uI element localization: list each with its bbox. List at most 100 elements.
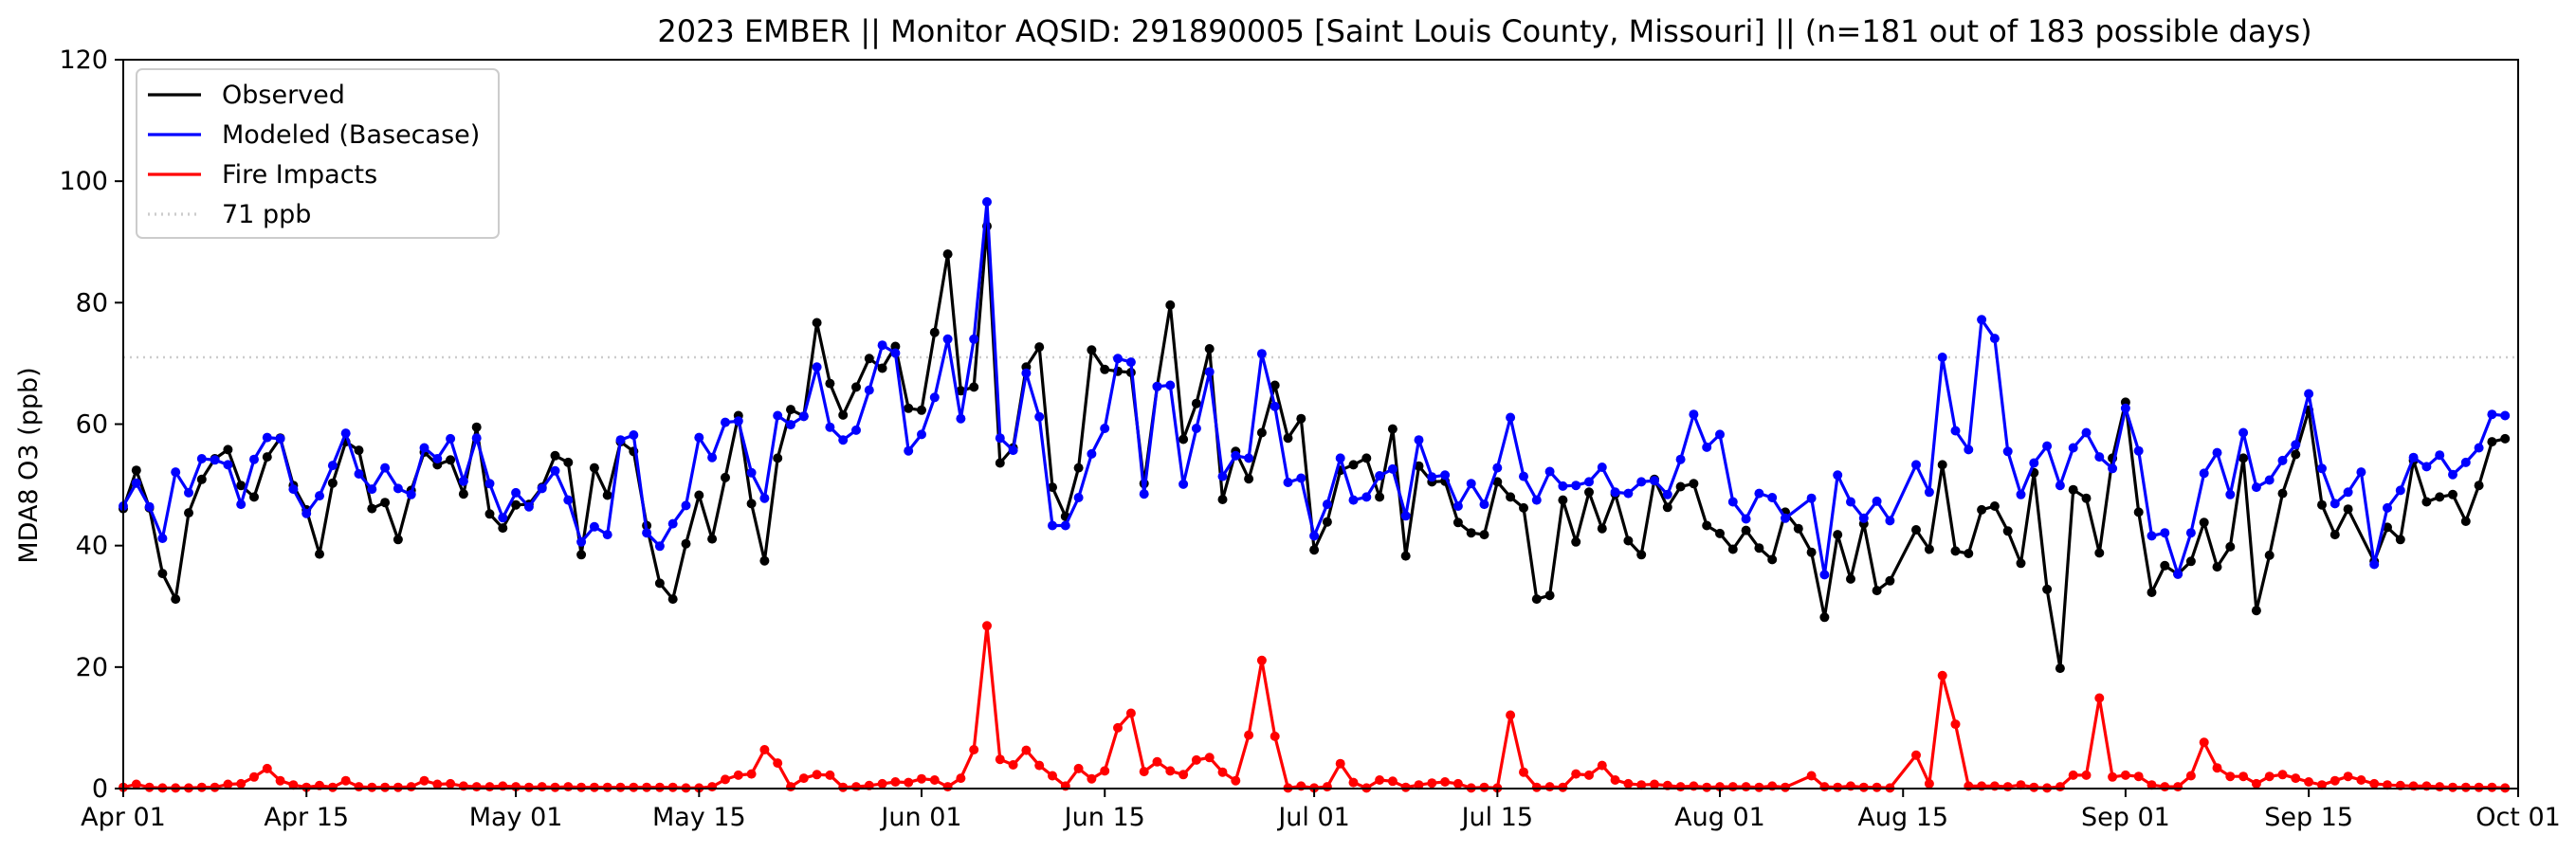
data-point-modeled-basecase (1675, 454, 1686, 464)
data-point-modeled-basecase (236, 499, 247, 510)
data-point-modeled-basecase (1727, 497, 1738, 507)
data-point-modeled-basecase (1767, 493, 1778, 502)
data-point-fire-impacts (2002, 782, 2013, 792)
data-point-modeled-basecase (629, 430, 639, 440)
data-point-observed (1087, 345, 1097, 355)
data-point-fire-impacts (667, 782, 678, 792)
data-point-observed (2264, 550, 2275, 560)
data-point-modeled-basecase (2448, 469, 2457, 480)
data-point-fire-impacts (1636, 780, 1647, 790)
data-point-modeled-basecase (2460, 457, 2471, 467)
data-point-modeled-basecase (589, 521, 599, 532)
data-point-modeled-basecase (2120, 403, 2130, 413)
data-point-fire-impacts (812, 770, 822, 780)
data-point-fire-impacts (236, 778, 247, 789)
data-point-modeled-basecase (315, 491, 324, 501)
data-point-fire-impacts (1675, 782, 1686, 792)
data-point-modeled-basecase (956, 413, 966, 424)
data-point-fire-impacts (2487, 782, 2497, 792)
data-point-modeled-basecase (1623, 488, 1634, 499)
data-point-modeled-basecase (2264, 475, 2275, 485)
data-point-observed (1675, 481, 1686, 492)
data-point-observed (929, 327, 940, 337)
data-point-observed (1636, 550, 1647, 560)
y-tick-label: 80 (76, 288, 108, 318)
data-point-observed (1034, 342, 1045, 353)
data-point-modeled-basecase (1309, 531, 1320, 541)
data-point-fire-impacts (1819, 782, 1830, 792)
data-point-observed (2199, 517, 2209, 528)
data-point-observed (2251, 606, 2261, 616)
data-point-fire-impacts (1191, 754, 1201, 765)
data-point-fire-impacts (2212, 763, 2222, 773)
data-point-modeled-basecase (1819, 570, 1830, 580)
data-point-fire-impacts (1702, 782, 1712, 792)
data-point-observed (223, 445, 233, 455)
data-point-modeled-basecase (511, 487, 521, 498)
data-point-fire-impacts (1204, 753, 1215, 763)
data-point-fire-impacts (2251, 778, 2261, 789)
data-point-modeled-basecase (1715, 429, 1725, 440)
data-point-fire-impacts (2081, 770, 2092, 780)
data-point-observed (1584, 487, 1594, 498)
data-point-modeled-basecase (890, 348, 901, 358)
data-point-fire-impacts (2383, 780, 2392, 790)
data-point-observed (249, 492, 259, 502)
data-point-observed (707, 534, 718, 544)
data-point-modeled-basecase (1414, 435, 1424, 445)
data-point-modeled-basecase (1178, 479, 1189, 489)
legend-label-modeled-basecase: Modeled (Basecase) (222, 120, 480, 150)
data-point-observed (746, 499, 757, 509)
data-point-observed (681, 538, 691, 549)
data-point-fire-impacts (1924, 778, 1934, 789)
data-point-fire-impacts (354, 782, 364, 792)
data-point-fire-impacts (2160, 782, 2170, 792)
data-point-modeled-basecase (144, 501, 155, 512)
data-point-fire-impacts (563, 782, 574, 792)
data-point-fire-impacts (1544, 782, 1555, 792)
data-point-modeled-basecase (1034, 411, 1045, 422)
data-point-modeled-basecase (707, 452, 718, 463)
data-point-fire-impacts (602, 782, 612, 792)
data-point-observed (2094, 548, 2105, 558)
data-point-fire-impacts (2448, 782, 2457, 792)
data-point-observed (2329, 530, 2340, 540)
data-point-fire-impacts (1270, 731, 1280, 741)
data-point-modeled-basecase (1911, 460, 1921, 470)
data-point-observed (315, 549, 324, 559)
data-point-observed (1924, 544, 1934, 554)
data-point-modeled-basecase (563, 495, 574, 505)
data-point-fire-impacts (1558, 782, 1568, 792)
data-point-observed (877, 363, 887, 373)
data-point-modeled-basecase (2042, 441, 2053, 451)
data-point-fire-impacts (642, 782, 652, 792)
data-point-observed (1806, 547, 1817, 557)
data-point-modeled-basecase (1125, 357, 1136, 368)
data-point-modeled-basecase (2277, 455, 2288, 465)
data-point-observed (1100, 364, 1110, 374)
x-tick-label: Aug 01 (1674, 803, 1765, 832)
data-point-modeled-basecase (982, 197, 992, 207)
data-point-fire-impacts (1741, 782, 1751, 792)
data-point-modeled-basecase (1452, 501, 1463, 511)
data-point-modeled-basecase (301, 508, 312, 518)
data-point-fire-impacts (131, 779, 141, 789)
data-point-observed (2147, 588, 2157, 597)
data-point-modeled-basecase (1781, 513, 1790, 523)
data-point-modeled-basecase (1440, 470, 1451, 481)
data-point-observed (1479, 530, 1489, 540)
data-point-observed (1819, 612, 1830, 623)
data-point-observed (1452, 517, 1463, 528)
data-point-fire-impacts (2225, 771, 2236, 782)
data-point-modeled-basecase (1937, 353, 1947, 362)
x-tick-label: Jul 15 (1460, 803, 1534, 832)
data-point-observed (1217, 495, 1228, 504)
x-tick-label: Oct 01 (2476, 803, 2561, 832)
data-point-modeled-basecase (602, 530, 612, 540)
data-point-modeled-basecase (2356, 467, 2366, 478)
data-point-fire-impacts (1571, 769, 1581, 779)
data-point-fire-impacts (1400, 782, 1411, 792)
data-point-modeled-basecase (380, 463, 391, 473)
data-point-modeled-basecase (1519, 471, 1528, 481)
